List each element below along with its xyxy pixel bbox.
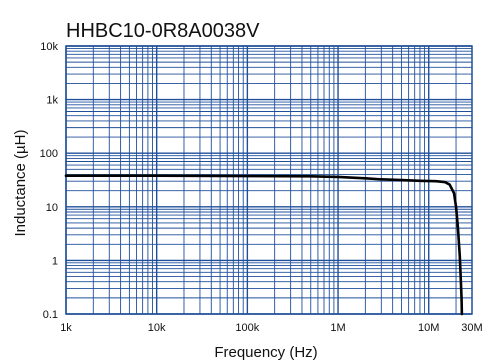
y-tick-label: 1	[52, 255, 58, 267]
y-tick-labels: 0.1 1 10 100 1k 10k	[40, 41, 59, 321]
x-tick-label: 1M	[330, 322, 345, 334]
y-tick-label: 10k	[40, 41, 58, 53]
y-tick-label: 1k	[46, 95, 58, 107]
y-axis-label: Inductance (µH)	[12, 129, 29, 236]
y-tick-label: 100	[40, 148, 58, 160]
y-tick-label: 0.1	[43, 309, 58, 321]
chart-title: HHBC10-0R8A0038V	[66, 20, 260, 42]
x-tick-label: 10k	[148, 322, 166, 334]
plot-frame	[65, 45, 473, 315]
x-tick-label: 10M	[418, 322, 439, 334]
inductance-series-line	[64, 174, 464, 316]
x-tick-labels: 1k 10k 100k 1M 10M 30M	[60, 322, 483, 334]
y-tick-label: 10	[46, 202, 58, 214]
x-tick-label: 30M	[461, 322, 482, 334]
x-tick-label: 100k	[235, 322, 259, 334]
x-tick-label: 1k	[60, 322, 72, 334]
x-axis-label: Frequency (Hz)	[214, 344, 317, 361]
series-layer	[64, 174, 464, 316]
